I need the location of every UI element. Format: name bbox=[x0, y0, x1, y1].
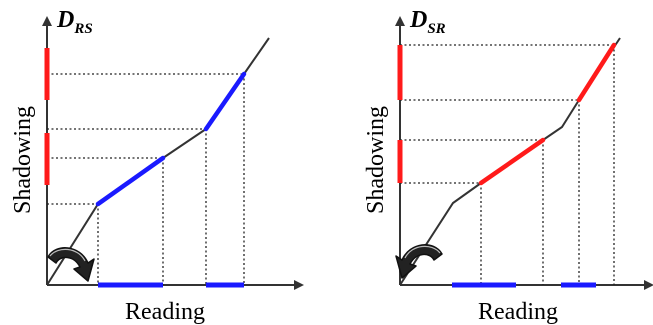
curve-highlight-2 bbox=[203, 71, 247, 132]
y-axis-title: Shadowing bbox=[363, 106, 389, 214]
x-axis-title: Reading bbox=[478, 299, 558, 325]
curve-highlight-1 bbox=[478, 137, 546, 186]
return-arrow-icon bbox=[47, 247, 95, 282]
curve-highlight-2 bbox=[576, 42, 617, 103]
y-axis-title: Shadowing bbox=[10, 106, 36, 214]
panel-drs: DRS Reading Shadowing bbox=[10, 7, 304, 325]
panel-title: DSR bbox=[409, 7, 446, 37]
return-arrow-icon bbox=[395, 244, 443, 279]
guide-lines bbox=[400, 44, 615, 285]
panel-title: DRS bbox=[56, 7, 93, 37]
panel-dsr: DSR Reading Shadowing bbox=[363, 7, 653, 325]
curve bbox=[46, 37, 270, 286]
curve-highlight-1 bbox=[95, 155, 166, 207]
x-axis-title: Reading bbox=[125, 299, 205, 325]
guide-lines bbox=[47, 73, 245, 285]
